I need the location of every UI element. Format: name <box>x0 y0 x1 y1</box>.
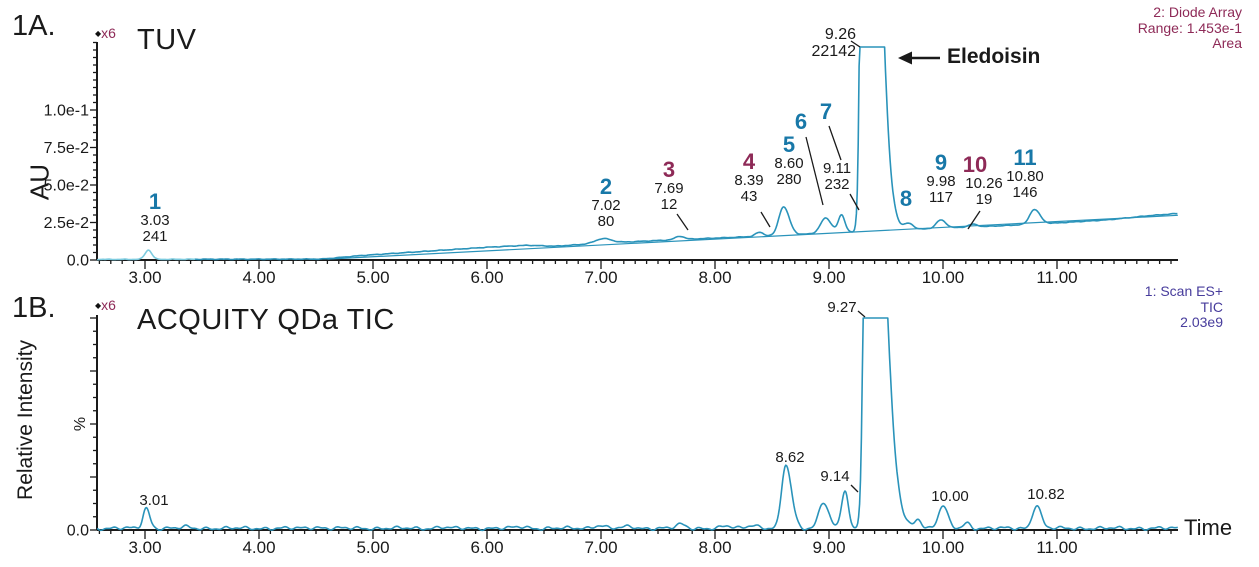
x-tick-label: 6.00 <box>470 268 503 287</box>
chromatogram-trace <box>195 46 1178 261</box>
x-tick-label: 5.00 <box>356 268 389 287</box>
y-tick-label: 0.0 <box>67 253 89 270</box>
zoom-diamond-icon: ◆ <box>95 301 102 310</box>
y-tick-label: 5.0e-2 <box>44 178 89 195</box>
x-tick-label: 8.00 <box>698 268 731 287</box>
x-tick-label: 9.00 <box>812 268 845 287</box>
x-tick-label: 6.00 <box>470 538 503 557</box>
detector-header-line: 1: Scan ES+ <box>1144 283 1223 299</box>
y-tick-label: 0.0 <box>67 523 89 540</box>
integration-baseline <box>327 214 1178 260</box>
peak-leader-line <box>857 310 866 318</box>
chromatogram-trace <box>97 249 196 261</box>
y-tick-label: 7.5e-2 <box>44 140 89 157</box>
panel-a-y-axis-label: AU <box>24 163 55 201</box>
x-tick-label: 4.00 <box>242 538 275 557</box>
panel-a-title: TUV <box>137 24 197 56</box>
x-tick-label: 3.00 <box>128 268 161 287</box>
x-axis-time-label: Time <box>1184 515 1233 540</box>
x-tick-label: 4.00 <box>242 268 275 287</box>
x-tick-label: 3.00 <box>128 538 161 557</box>
zoom-factor-label: x6 <box>101 25 116 41</box>
peak-leader-line <box>760 211 771 228</box>
peak-leader-line <box>676 213 689 231</box>
detector-header-line: 2.03e9 <box>1180 314 1223 330</box>
panel-b-detector-header: 1: Scan ES+ TIC 2.03e9 <box>1144 283 1223 331</box>
peak-leader-line <box>850 40 861 48</box>
x-tick-label: 9.00 <box>812 538 845 557</box>
x-tick-label: 10.00 <box>922 268 965 287</box>
panel-a-detector-header: 2: Diode Array Range: 1.453e-1 Area <box>1137 4 1242 52</box>
peak-leader-line <box>967 210 981 230</box>
panel-a-zoom-marker: ◆x6 <box>95 25 116 43</box>
peak-leader-line <box>805 136 824 206</box>
panel-b-id: 1B. <box>12 292 56 324</box>
x-tick-label: 11.00 <box>1036 538 1077 557</box>
x-tick-label: 11.00 <box>1036 268 1077 287</box>
y-tick-label: 1.0e-1 <box>44 103 89 120</box>
detector-header-line: Area <box>1212 35 1242 51</box>
peak-leader-line <box>850 484 859 493</box>
y-tick-label: 2.5e-2 <box>44 215 89 232</box>
detector-header-line: Range: 1.453e-1 <box>1137 19 1242 36</box>
panel-b-y-axis-label-outer: Relative Intensity <box>14 340 37 500</box>
detector-header-line: 2: Diode Array <box>1153 4 1242 20</box>
x-tick-label: 10.00 <box>922 538 965 557</box>
zoom-diamond-icon: ◆ <box>95 29 102 38</box>
zoom-factor-label: x6 <box>101 297 116 313</box>
x-tick-label: 7.00 <box>584 268 617 287</box>
panel-a-id: 1A. <box>12 10 56 42</box>
x-tick-label: 8.00 <box>698 538 731 557</box>
panel-b-title: ACQUITY QDa TIC <box>137 304 395 336</box>
x-tick-label: 7.00 <box>584 538 617 557</box>
chromatogram-trace <box>96 317 1178 532</box>
x-tick-label: 5.00 <box>356 538 389 557</box>
peak-leader-line <box>849 193 860 211</box>
peak-leader-line <box>828 125 842 161</box>
detector-header-line: TIC <box>1200 298 1223 315</box>
panel-b-zoom-marker: ◆x6 <box>95 297 116 315</box>
eledoisin-arrowhead-icon <box>898 51 912 65</box>
panel-b-y-axis-label-inner: % <box>72 416 89 432</box>
